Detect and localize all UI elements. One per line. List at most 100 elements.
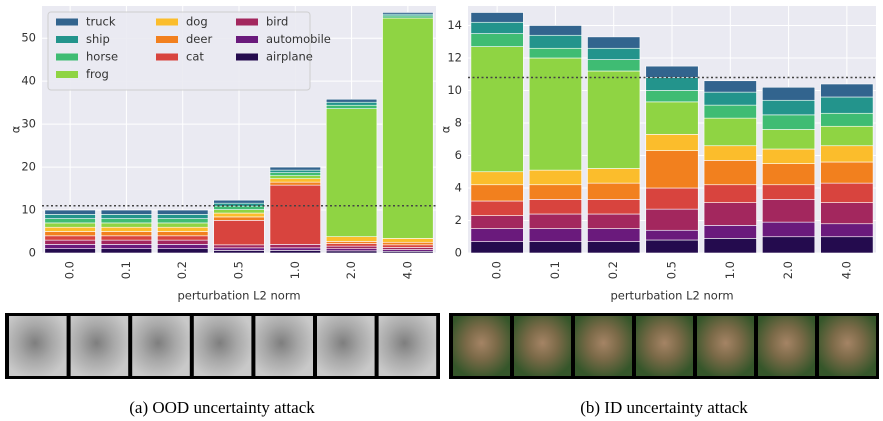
legend-label: cat <box>186 50 204 64</box>
bar-segment <box>470 33 524 47</box>
bar-segment <box>382 17 434 239</box>
bar-segment <box>762 86 816 101</box>
thumbnail <box>819 316 876 376</box>
bar-segment <box>528 199 582 215</box>
bar-segment <box>100 244 153 250</box>
bar-segment <box>100 222 153 228</box>
legend-label: truck <box>86 15 116 29</box>
bar-segment <box>100 248 153 254</box>
bar-segment <box>213 212 265 218</box>
bar-segment <box>762 114 816 130</box>
bar-segment <box>213 247 265 251</box>
y-tick-label: 10 <box>447 83 462 97</box>
bar-segment <box>587 213 641 229</box>
x-tick-label: 0.2 <box>175 261 189 279</box>
image-strips <box>5 313 879 379</box>
bar-segment <box>157 209 209 215</box>
bar-segment <box>470 21 524 34</box>
legend-label: deer <box>186 32 212 46</box>
bar-segment <box>269 184 321 245</box>
bar-segment <box>703 202 757 226</box>
y-tick-label: 14 <box>447 18 462 32</box>
y-tick-label: 8 <box>455 116 462 130</box>
bar-segment <box>100 214 153 219</box>
bar-segment <box>213 199 265 204</box>
bar-segment <box>470 184 524 202</box>
bar-segment <box>325 250 378 254</box>
bar-segment <box>820 145 874 163</box>
legend-label: airplane <box>266 50 313 64</box>
bar-segment <box>44 209 96 215</box>
bar-segment <box>44 226 96 232</box>
caption: (b) ID uncertainty attack <box>580 398 748 417</box>
bar-segment <box>762 184 816 200</box>
bar-segment <box>213 216 265 221</box>
bar-segment <box>157 222 209 228</box>
thumbnail <box>255 316 313 376</box>
x-tick-label: 0.1 <box>119 261 133 279</box>
bar-segment <box>325 108 378 237</box>
bar-segment <box>470 12 524 23</box>
bar-segment <box>157 226 209 232</box>
bar-segment <box>587 228 641 242</box>
bar-segment <box>703 184 757 203</box>
bar-segment <box>528 25 582 36</box>
thumbnail <box>453 316 510 376</box>
caption: (a) OOD uncertainty attack <box>129 398 315 417</box>
bar-segment <box>213 220 265 246</box>
bar-segment <box>382 238 434 243</box>
thumbnail <box>70 316 129 376</box>
bar-segment <box>325 101 378 106</box>
bar-segment <box>762 221 816 238</box>
thumbnail <box>193 316 252 376</box>
bar-segment <box>820 182 874 203</box>
bar-segment <box>213 244 265 249</box>
bar-segment <box>44 248 96 254</box>
legend-swatch <box>56 71 78 78</box>
bar-segment <box>820 96 874 114</box>
bar-segment <box>645 101 699 135</box>
y-tick-label: 4 <box>455 181 462 195</box>
bar-segment <box>269 166 321 171</box>
x-tick-label: 2.0 <box>781 261 795 279</box>
bar-segment <box>44 231 96 237</box>
x-tick-label: 0.5 <box>665 261 679 279</box>
bar-segment <box>213 209 265 214</box>
bar-segment <box>528 57 582 171</box>
bar-segment <box>528 213 582 229</box>
legend-swatch <box>56 36 78 43</box>
bar-segment <box>213 250 265 254</box>
bar-segment <box>645 77 699 91</box>
bar-segment <box>645 134 699 151</box>
bar-segment <box>100 209 153 215</box>
bar-segment <box>100 239 153 245</box>
bar-segment <box>269 247 321 251</box>
x-tick-label: 4.0 <box>839 261 853 279</box>
bar-segment <box>762 148 816 164</box>
bar-segment <box>213 202 265 207</box>
bar-segment <box>157 214 209 219</box>
bar-segment <box>645 239 699 254</box>
bar-segment <box>325 236 378 242</box>
bar-segment <box>587 70 641 169</box>
bar-segment <box>325 245 378 250</box>
bar-segment <box>703 145 757 161</box>
y-tick-label: 10 <box>21 203 36 217</box>
bar-segment <box>587 182 641 200</box>
thumbnail <box>697 316 754 376</box>
bar-segment <box>44 214 96 219</box>
thumbnail <box>758 316 815 376</box>
bar-segment <box>703 80 757 93</box>
legend-box <box>47 11 311 91</box>
x-axis-label: perturbation L2 norm <box>610 289 733 303</box>
thumbnail <box>9 316 67 376</box>
bar-segment <box>762 236 816 254</box>
bar-segment <box>382 244 434 248</box>
x-tick-label: 2.0 <box>344 261 358 279</box>
bar-segment <box>470 241 524 254</box>
legend-swatch <box>156 53 178 61</box>
x-tick-label: 0.2 <box>606 261 620 279</box>
bar-segment <box>528 184 582 200</box>
bar-segment <box>587 241 641 254</box>
bar-segment <box>645 65 699 78</box>
